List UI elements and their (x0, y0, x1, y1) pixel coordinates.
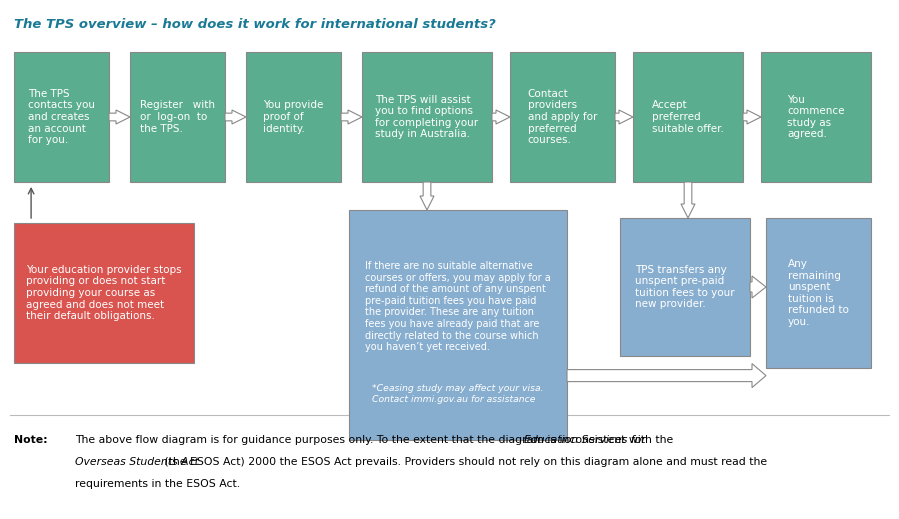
FancyBboxPatch shape (14, 52, 109, 182)
Polygon shape (750, 276, 766, 298)
Text: Note:: Note: (14, 435, 48, 445)
Text: Any
remaining
unspent
tuition is
refunded to
you.: Any remaining unspent tuition is refunde… (788, 259, 849, 327)
Text: Accept
preferred
suitable offer.: Accept preferred suitable offer. (652, 100, 724, 133)
FancyBboxPatch shape (349, 210, 567, 440)
FancyBboxPatch shape (761, 52, 871, 182)
Polygon shape (420, 182, 434, 210)
FancyBboxPatch shape (246, 52, 341, 182)
Text: Your education provider stops
providing or does not start
providing your course : Your education provider stops providing … (26, 265, 182, 321)
Text: Contact
providers
and apply for
preferred
courses.: Contact providers and apply for preferre… (528, 89, 597, 145)
FancyBboxPatch shape (633, 52, 743, 182)
Polygon shape (109, 110, 130, 124)
Polygon shape (681, 182, 695, 218)
FancyBboxPatch shape (14, 223, 194, 363)
Text: The TPS overview – how does it work for international students?: The TPS overview – how does it work for … (14, 18, 495, 31)
Polygon shape (225, 110, 246, 124)
Text: You
commence
study as
agreed.: You commence study as agreed. (788, 94, 845, 140)
Text: You provide
proof of
identity.: You provide proof of identity. (263, 100, 324, 133)
FancyBboxPatch shape (130, 52, 225, 182)
Text: If there are no suitable alternative
courses or offers, you may apply for a
refu: If there are no suitable alternative cou… (365, 261, 551, 352)
Text: *Ceasing study may affect your visa.
Contact immi.gov.au for assistance: *Ceasing study may affect your visa. Con… (372, 384, 544, 404)
FancyBboxPatch shape (766, 218, 871, 368)
Polygon shape (341, 110, 362, 124)
Text: The above flow diagram is for guidance purposes only. To the extent that the dia: The above flow diagram is for guidance p… (75, 435, 677, 445)
Polygon shape (567, 364, 766, 388)
FancyBboxPatch shape (362, 52, 492, 182)
FancyBboxPatch shape (620, 218, 750, 356)
Text: The TPS will assist
you to find options
for completing your
study in Australia.: The TPS will assist you to find options … (376, 94, 478, 140)
Polygon shape (492, 110, 510, 124)
Polygon shape (615, 110, 633, 124)
Polygon shape (743, 110, 761, 124)
Text: requirements in the ESOS Act.: requirements in the ESOS Act. (75, 479, 240, 489)
Text: Register   with
or  log-on  to
the TPS.: Register with or log-on to the TPS. (140, 100, 215, 133)
Text: TPS transfers any
unspent pre-paid
tuition fees to your
new provider.: TPS transfers any unspent pre-paid tuiti… (636, 265, 734, 309)
Text: The TPS
contacts you
and creates
an account
for you.: The TPS contacts you and creates an acco… (28, 89, 95, 145)
Text: (the ESOS Act) 2000 the ESOS Act prevails. Providers should not rely on this dia: (the ESOS Act) 2000 the ESOS Act prevail… (161, 457, 767, 467)
Text: Overseas Students Act: Overseas Students Act (75, 457, 199, 467)
Text: Education Services for: Education Services for (524, 435, 645, 445)
FancyBboxPatch shape (510, 52, 615, 182)
